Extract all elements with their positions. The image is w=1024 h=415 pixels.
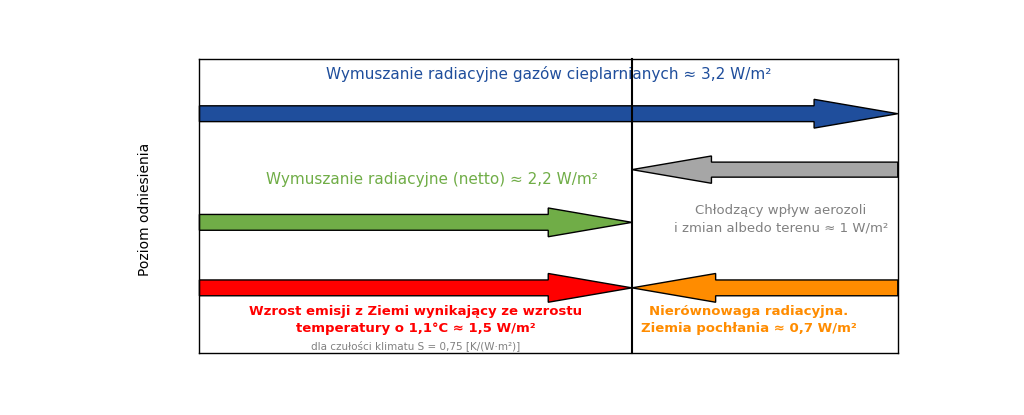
- Text: Poziom odniesienia: Poziom odniesienia: [138, 143, 153, 276]
- Polygon shape: [632, 156, 898, 183]
- Text: Wzrost emisji z Ziemi wynikający ze wzrostu
temperatury o 1,1°C ≈ 1,5 W/m²: Wzrost emisji z Ziemi wynikający ze wzro…: [249, 305, 583, 335]
- Polygon shape: [200, 273, 632, 302]
- Polygon shape: [200, 99, 898, 128]
- Text: dla czułości klimatu S = 0,75 [K/(W·m²)]: dla czułości klimatu S = 0,75 [K/(W·m²)]: [311, 340, 520, 351]
- Text: Nierównowaga radiacyjna.
Ziemia pochłania ≈ 0,7 W/m²: Nierównowaga radiacyjna. Ziemia pochłani…: [641, 305, 857, 335]
- Text: Chłodzący wpływ aerozoli
i zmian albedo terenu ≈ 1 W/m²: Chłodzący wpływ aerozoli i zmian albedo …: [674, 204, 888, 234]
- Polygon shape: [200, 208, 632, 237]
- Text: Wymuszanie radiacyjne (netto) ≈ 2,2 W/m²: Wymuszanie radiacyjne (netto) ≈ 2,2 W/m²: [265, 172, 597, 187]
- Polygon shape: [632, 273, 898, 302]
- Text: Wymuszanie radiacyjne gazów cieplarnianych ≈ 3,2 W/m²: Wymuszanie radiacyjne gazów cieplarniany…: [326, 66, 771, 82]
